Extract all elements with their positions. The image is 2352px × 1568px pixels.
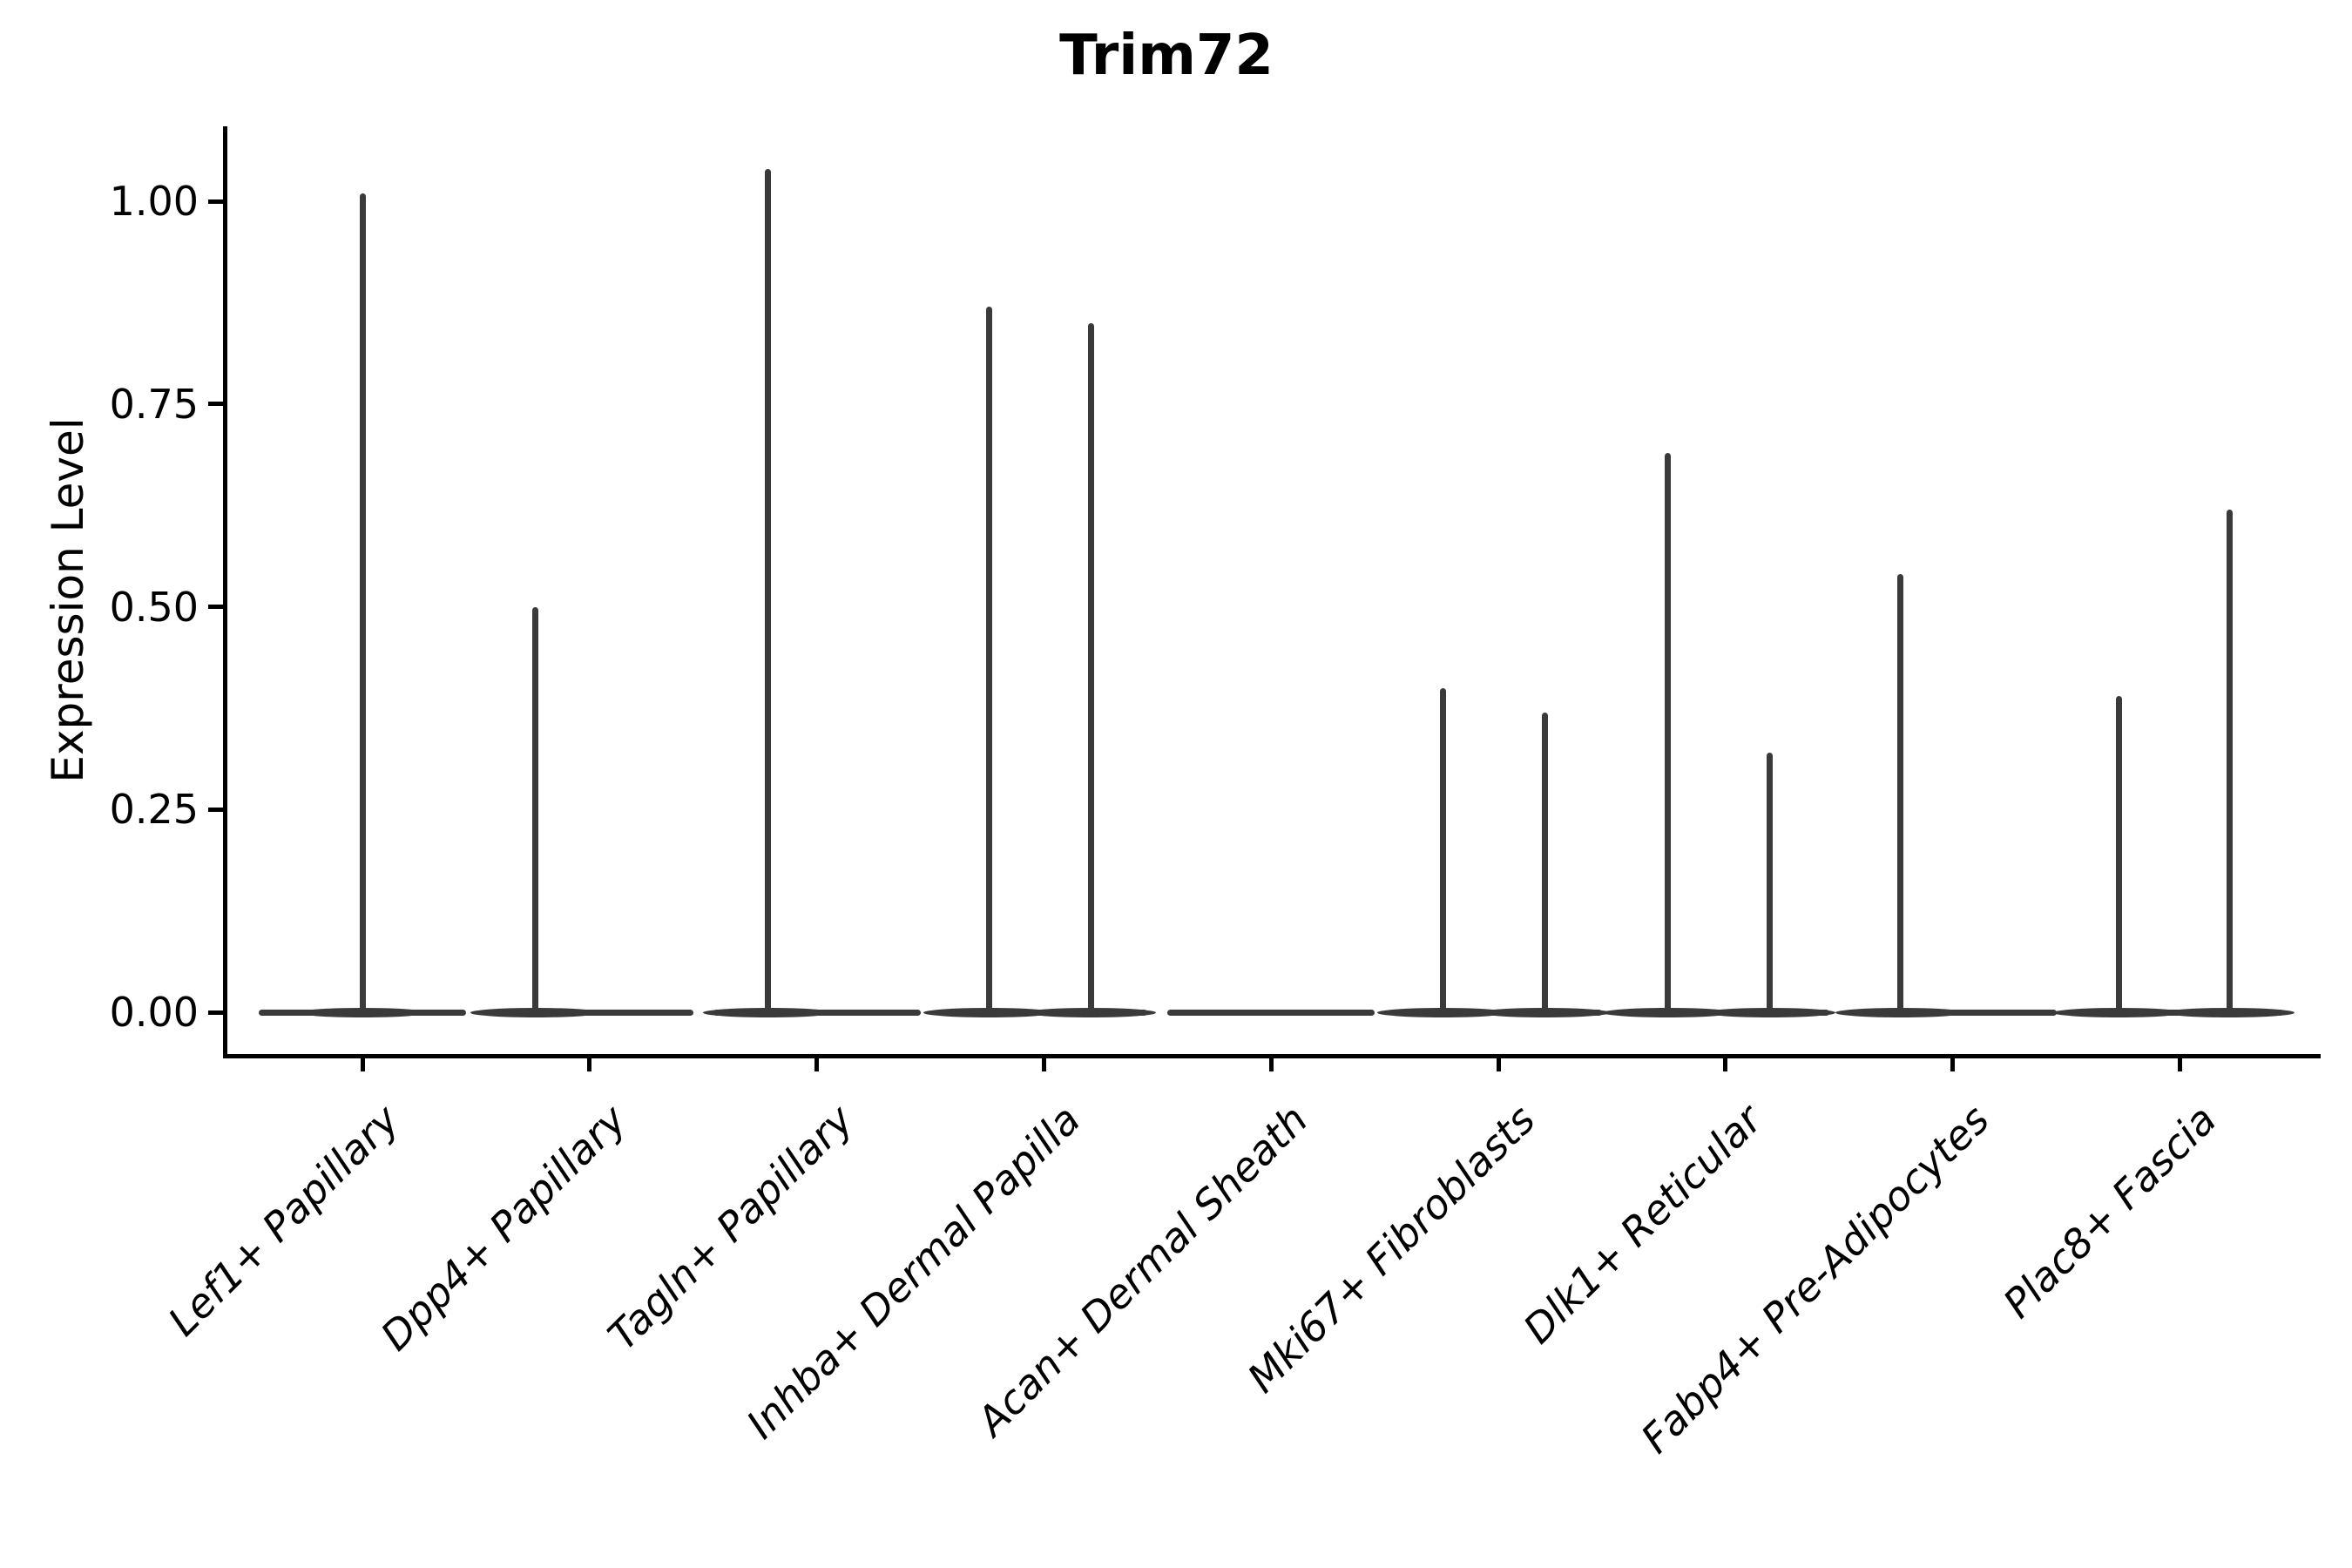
y-tick-mark — [208, 807, 224, 812]
y-tick-mark — [208, 605, 224, 609]
violin-needle — [1439, 687, 1446, 1015]
violin-needle — [359, 193, 366, 1015]
chart-title: Trim72 — [1059, 24, 1274, 88]
violin-needle — [985, 307, 992, 1015]
x-tick-mark — [587, 1057, 592, 1071]
y-tick-label: 0.50 — [109, 583, 199, 631]
violin-needle — [1541, 712, 1548, 1015]
violin-needle — [1767, 753, 1774, 1015]
violin-needle — [1665, 452, 1672, 1015]
x-tick-mark — [1268, 1057, 1274, 1071]
violin-needle — [532, 606, 539, 1015]
y-tick-label: 0.00 — [109, 989, 199, 1036]
violin-needle — [2115, 695, 2122, 1015]
y-axis-spine — [223, 126, 227, 1058]
x-category-label: Dlk1+ Reticular — [1514, 1096, 1771, 1353]
y-tick-mark — [208, 199, 224, 204]
x-tick-mark — [814, 1057, 820, 1071]
violin-needle — [765, 168, 772, 1015]
y-tick-label: 0.75 — [109, 380, 199, 428]
x-category-label: Dpp4+ Papillary — [371, 1096, 635, 1360]
x-tick-mark — [1950, 1057, 1956, 1071]
y-tick-label: 1.00 — [109, 178, 199, 225]
x-tick-mark — [1723, 1057, 1728, 1071]
x-category-label: Lef1+ Papillary — [159, 1096, 409, 1345]
violin-needle — [1087, 322, 1094, 1015]
violin-needle — [2226, 509, 2233, 1015]
x-category-label: Tagln+ Papillary — [598, 1096, 862, 1360]
violin-baseline — [1167, 1009, 1375, 1016]
x-tick-mark — [1041, 1057, 1046, 1071]
y-tick-mark — [208, 1010, 224, 1015]
y-tick-mark — [208, 402, 224, 407]
x-tick-mark — [2177, 1057, 2182, 1071]
x-tick-mark — [1496, 1057, 1501, 1071]
x-tick-mark — [360, 1057, 365, 1071]
y-tick-label: 0.25 — [109, 786, 199, 834]
x-axis-spine — [223, 1054, 2321, 1058]
x-category-label: Plac8+ Fascia — [1994, 1096, 2226, 1328]
violin-needle — [1897, 574, 1904, 1015]
